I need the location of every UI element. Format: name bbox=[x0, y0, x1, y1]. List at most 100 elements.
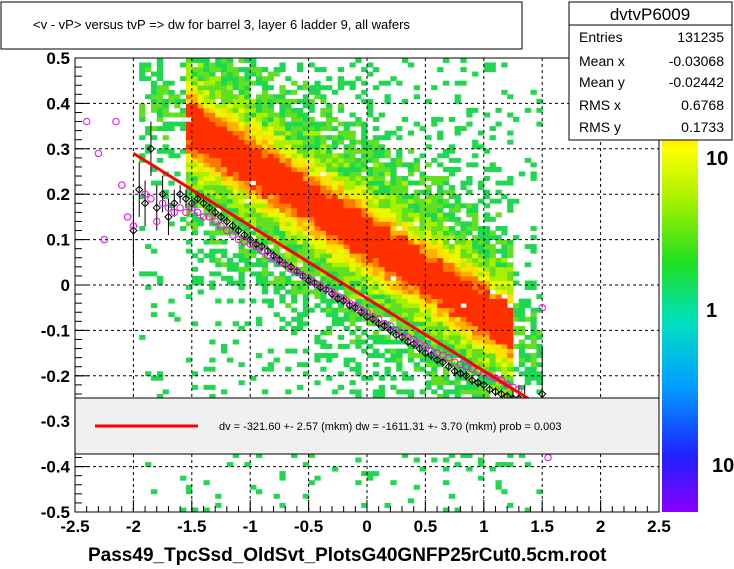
heatmap-cell bbox=[296, 171, 304, 177]
heatmap-cell bbox=[226, 148, 234, 154]
heatmap-cell bbox=[489, 275, 496, 281]
heatmap-cell bbox=[501, 375, 508, 381]
heatmap-cell bbox=[349, 339, 356, 345]
heatmap-cell bbox=[232, 198, 239, 204]
heatmap-cell bbox=[186, 212, 193, 218]
heatmap-cell bbox=[279, 316, 286, 322]
heatmap-cell bbox=[250, 130, 257, 136]
heatmap-cell bbox=[203, 67, 210, 73]
heatmap-cell bbox=[454, 216, 461, 222]
heatmap-cell bbox=[378, 167, 385, 172]
heatmap-cell bbox=[145, 144, 152, 150]
heatmap-cell bbox=[291, 257, 298, 263]
plot-title: <v - vP> versus tvP => dw for barrel 3, … bbox=[33, 17, 410, 32]
heatmap-cell bbox=[209, 85, 216, 91]
heatmap-cell bbox=[478, 198, 485, 204]
heatmap-cell bbox=[226, 157, 234, 163]
profile-point-magenta bbox=[112, 117, 120, 126]
heatmap-cell bbox=[261, 117, 269, 122]
heatmap-cell bbox=[291, 176, 298, 181]
heatmap-cell bbox=[390, 289, 397, 295]
heatmap-cell bbox=[320, 144, 327, 150]
heatmap-cell bbox=[232, 135, 239, 141]
heatmap-cell bbox=[507, 294, 514, 300]
heatmap-cell bbox=[139, 194, 146, 200]
heatmap-cell bbox=[536, 353, 543, 359]
heatmap-cell bbox=[337, 103, 345, 109]
heatmap-cell bbox=[209, 71, 216, 77]
heatmap-cell bbox=[302, 203, 310, 209]
heatmap-cell bbox=[238, 171, 245, 177]
heatmap-cell bbox=[215, 167, 222, 172]
heatmap-cell bbox=[343, 257, 350, 263]
heatmap-cell bbox=[308, 153, 315, 159]
heatmap-cell bbox=[448, 117, 456, 122]
heatmap-cell bbox=[232, 85, 239, 91]
heatmap-cell bbox=[261, 76, 269, 82]
y-tick-label: 0 bbox=[61, 276, 70, 295]
heatmap-cell bbox=[431, 321, 438, 327]
heatmap-cell bbox=[191, 85, 199, 91]
heatmap-cell bbox=[326, 144, 333, 150]
heatmap-cell bbox=[279, 148, 286, 154]
heatmap-cell bbox=[279, 89, 286, 95]
heatmap-cell bbox=[326, 198, 333, 204]
heatmap-cell bbox=[191, 89, 199, 95]
heatmap-cell bbox=[466, 375, 473, 381]
heatmap-cell bbox=[431, 180, 438, 186]
heatmap-cell bbox=[396, 157, 403, 163]
heatmap-cell bbox=[425, 339, 432, 345]
heatmap-cell bbox=[221, 239, 228, 245]
heatmap-cell bbox=[407, 498, 415, 504]
heatmap-cell bbox=[355, 185, 362, 191]
heatmap-cell bbox=[495, 339, 502, 345]
heatmap-cell bbox=[372, 148, 380, 154]
heatmap-cell bbox=[250, 139, 257, 145]
heatmap-cell bbox=[320, 298, 327, 304]
heatmap-cell bbox=[326, 207, 333, 213]
heatmap-cell bbox=[221, 112, 228, 118]
heatmap-cell bbox=[314, 126, 321, 132]
heatmap-cell bbox=[524, 303, 531, 309]
heatmap-cell bbox=[302, 176, 310, 181]
heatmap-cell bbox=[186, 157, 193, 163]
heatmap-cell bbox=[320, 207, 327, 213]
heatmap-cell bbox=[279, 62, 286, 68]
heatmap-cell bbox=[186, 130, 193, 136]
heatmap-cell bbox=[431, 375, 438, 381]
heatmap-cell bbox=[256, 216, 263, 222]
heatmap-cell bbox=[320, 226, 327, 231]
heatmap-cell bbox=[367, 226, 374, 231]
heatmap-cell bbox=[256, 80, 263, 86]
heatmap-cell bbox=[437, 189, 444, 195]
heatmap-cell bbox=[296, 316, 304, 322]
heatmap-cell bbox=[302, 85, 310, 91]
heatmap-cell bbox=[437, 248, 444, 254]
heatmap-cell bbox=[507, 312, 514, 318]
heatmap-cell bbox=[221, 121, 228, 127]
heatmap-cell bbox=[296, 185, 304, 191]
heatmap-cell bbox=[215, 176, 222, 181]
heatmap-cell bbox=[139, 62, 146, 68]
heatmap-cell bbox=[320, 339, 327, 345]
heatmap-cell bbox=[180, 226, 187, 231]
heatmap-cell bbox=[186, 489, 193, 495]
heatmap-cell bbox=[396, 312, 403, 318]
heatmap-cell bbox=[390, 280, 397, 286]
heatmap-cell bbox=[448, 316, 456, 322]
heatmap-cell bbox=[442, 58, 450, 63]
heatmap-cell bbox=[384, 371, 391, 377]
heatmap-cell bbox=[478, 357, 485, 363]
heatmap-cell bbox=[186, 194, 193, 200]
heatmap-cell bbox=[314, 130, 321, 136]
heatmap-cell bbox=[495, 198, 502, 204]
heatmap-cell bbox=[413, 257, 420, 263]
heatmap-cell bbox=[378, 180, 385, 186]
heatmap-cell bbox=[291, 253, 298, 259]
heatmap-cell bbox=[425, 280, 432, 286]
heatmap-cell bbox=[501, 194, 508, 200]
heatmap-cell bbox=[168, 148, 175, 154]
heatmap-cell bbox=[308, 89, 315, 95]
heatmap-cell bbox=[314, 203, 321, 209]
heatmap-cell bbox=[489, 303, 496, 309]
